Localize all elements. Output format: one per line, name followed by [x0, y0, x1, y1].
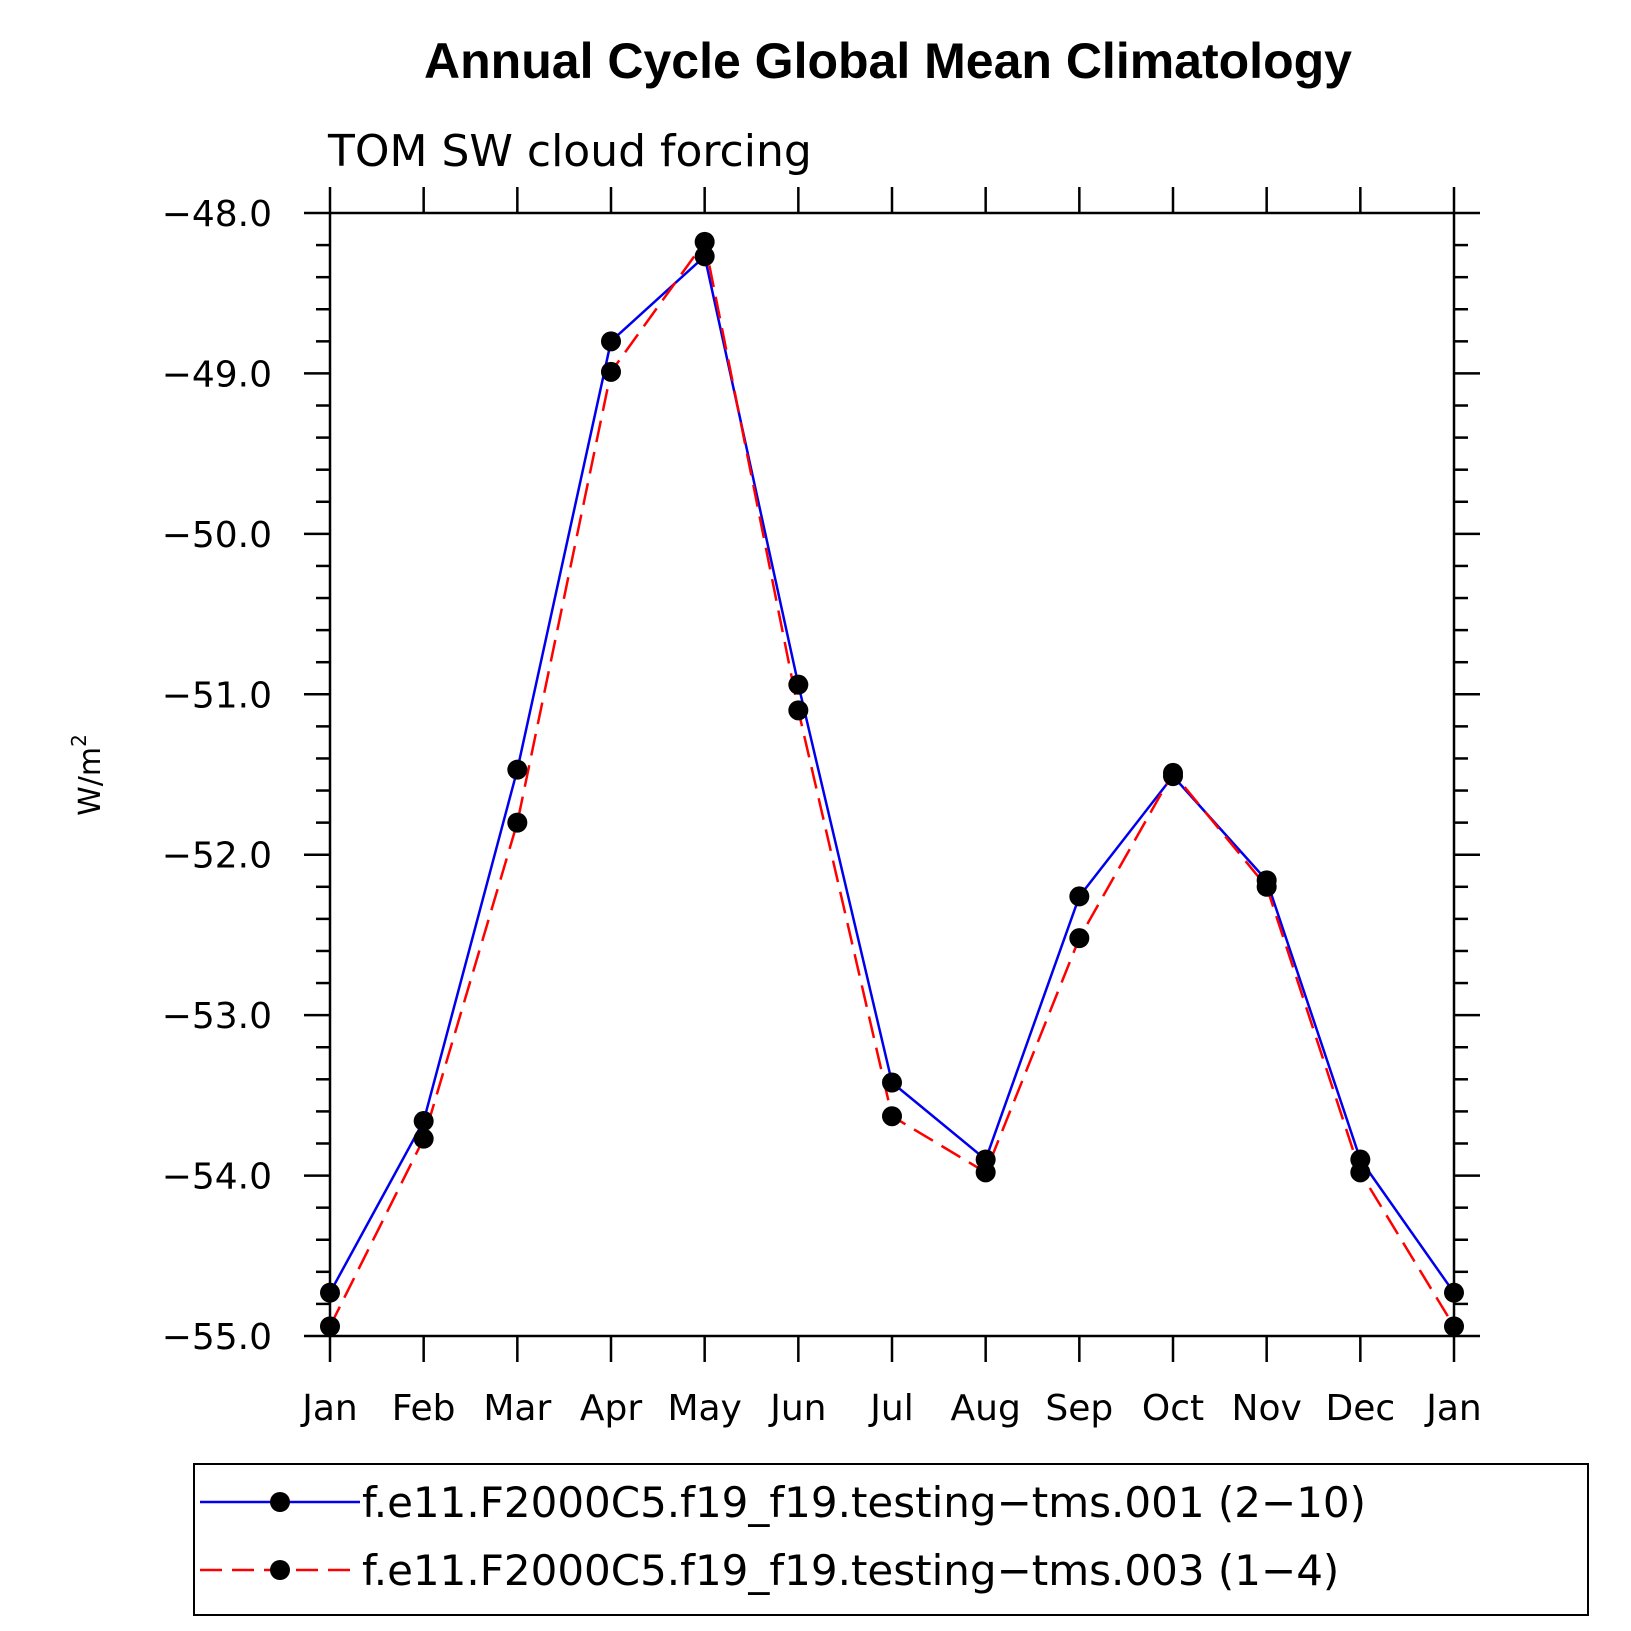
y-tick-label: −49.0	[162, 354, 272, 395]
series-layer	[320, 231, 1464, 1337]
y-tick-label: −51.0	[162, 675, 272, 716]
y-axis-label-superscript: 2	[67, 734, 91, 747]
axis-ticks	[304, 187, 1480, 1362]
y-tick-label: −53.0	[162, 996, 272, 1037]
y-axis-label-text: W/m	[73, 747, 108, 816]
y-tick-label: −52.0	[162, 836, 272, 877]
x-tick-label: Jan	[300, 1388, 358, 1429]
x-tick-label: Jun	[768, 1388, 826, 1429]
x-tick-label: May	[667, 1388, 741, 1429]
series-2-point	[601, 361, 621, 382]
legend-marker-1	[270, 1492, 290, 1512]
x-tick-label: Jul	[868, 1388, 913, 1429]
plot-border	[328, 211, 1456, 1338]
series-1-point	[413, 1111, 434, 1132]
series-1-point	[694, 246, 715, 267]
series-2-point	[975, 1162, 996, 1183]
legend-label-1: f.e11.F2000C5.f19_f19.testing−tms.001 (2…	[362, 1478, 1366, 1527]
series-1-point	[788, 674, 809, 695]
legend-label-2: f.e11.F2000C5.f19_f19.testing−tms.003 (1…	[362, 1546, 1339, 1595]
x-tick-label: Mar	[483, 1388, 551, 1429]
x-tick-label: Aug	[951, 1388, 1021, 1429]
series-2-point	[1163, 762, 1183, 783]
series-2-point	[320, 1316, 340, 1337]
series-1-point	[1444, 1282, 1464, 1303]
series-2-point	[1350, 1162, 1371, 1183]
x-tick-label: Feb	[392, 1388, 456, 1429]
series-2-point	[1444, 1316, 1464, 1337]
y-tick-label: −50.0	[162, 515, 272, 556]
series-1-point	[1069, 886, 1090, 907]
series-2-point	[507, 812, 528, 833]
y-tick-label: −54.0	[162, 1157, 272, 1198]
series-2-point	[413, 1128, 434, 1149]
series-1-point	[320, 1282, 340, 1303]
x-tick-labels: Jan Feb Mar Apr May Jun Jul Aug Sep Oct Nov Dec Jan	[300, 1388, 1482, 1429]
series-1-point	[601, 331, 621, 352]
series-line-1	[328, 253, 1456, 1294]
x-tick-label: Nov	[1232, 1388, 1302, 1429]
y-tick-label: −48.0	[162, 194, 272, 235]
series-2-point	[1256, 876, 1277, 897]
plot-frame	[328, 211, 1456, 1338]
y-tick-labels: −48.0 −49.0 −50.0 −51.0 −52.0 −53.0 −54.0 −55.0	[162, 194, 272, 1358]
y-axis-label: W/m2	[67, 734, 108, 816]
x-tick-label: Sep	[1045, 1388, 1113, 1429]
x-tick-label: Dec	[1325, 1388, 1395, 1429]
series-2-point	[694, 231, 715, 252]
series-1-point	[882, 1072, 902, 1093]
legend: f.e11.F2000C5.f19_f19.testing−tms.001 (2…	[193, 1463, 1589, 1616]
legend-marker-2	[270, 1560, 290, 1580]
series-2-point	[1069, 928, 1090, 949]
x-tick-label: Apr	[580, 1388, 642, 1429]
series-2-point	[882, 1106, 902, 1127]
series-1-point	[507, 759, 528, 780]
svg-text:W/m2: W/m2	[67, 734, 108, 816]
chart-title: Annual Cycle Global Mean Climatology	[424, 33, 1352, 89]
series-2-point	[788, 700, 809, 721]
series-line-2	[328, 238, 1456, 1328]
chart-subtitle: TOM SW cloud forcing	[327, 126, 812, 177]
x-tick-label: Jan	[1424, 1388, 1482, 1429]
x-tick-label: Oct	[1142, 1388, 1204, 1429]
y-tick-label: −55.0	[162, 1317, 272, 1358]
legend-box	[193, 1463, 1589, 1616]
